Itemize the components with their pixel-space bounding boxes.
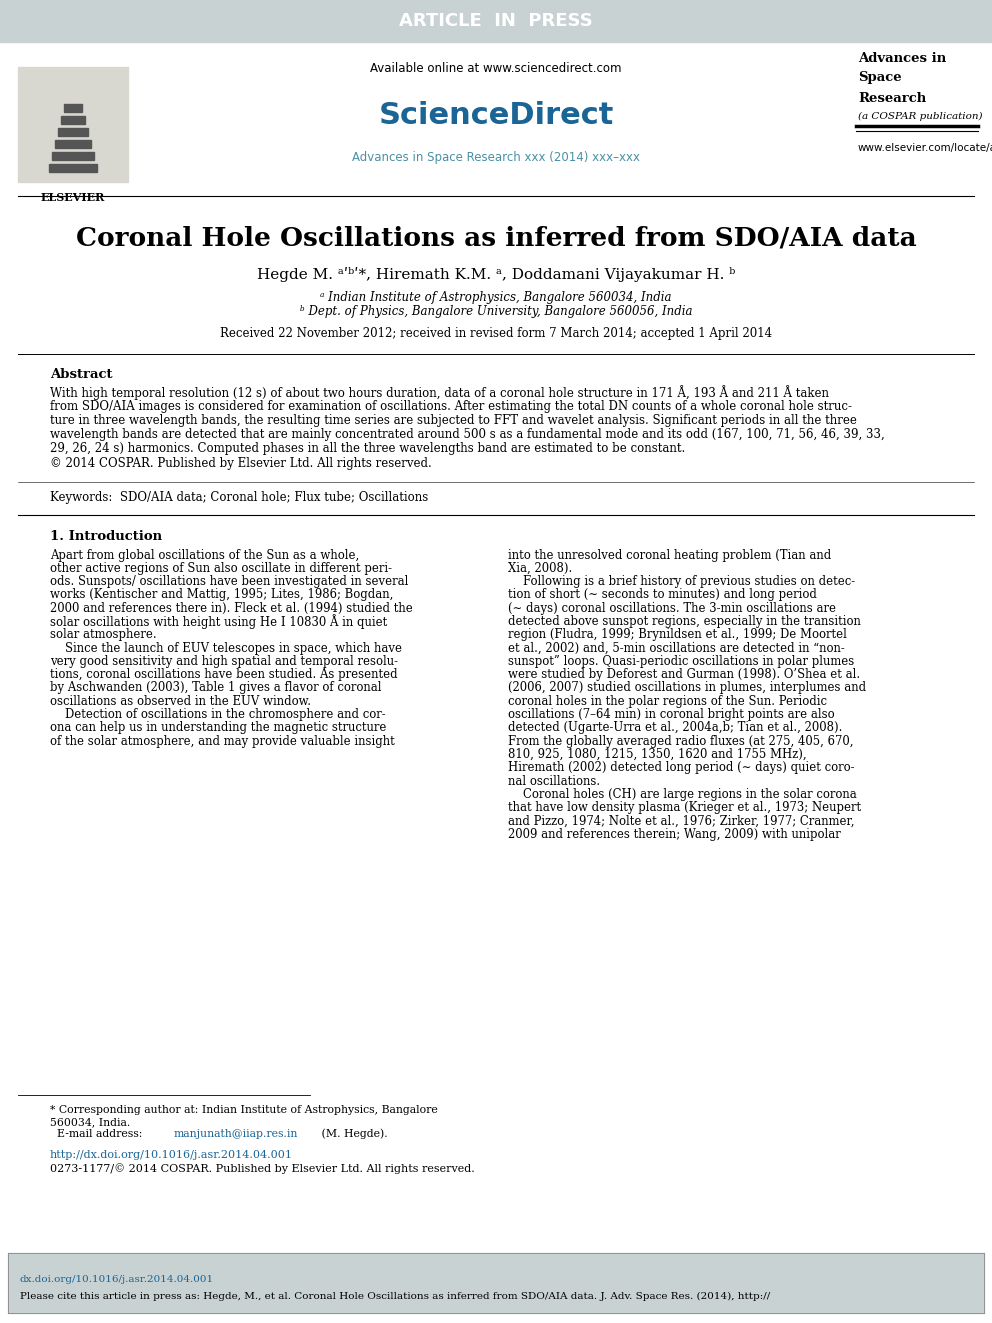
Text: works (Kentischer and Mattig, 1995; Lites, 1986; Bogdan,: works (Kentischer and Mattig, 1995; Lite…: [50, 589, 394, 602]
Text: Xia, 2008).: Xia, 2008).: [508, 562, 572, 574]
Text: Hiremath (2002) detected long period (∼ days) quiet coro-: Hiremath (2002) detected long period (∼ …: [508, 761, 854, 774]
Text: were studied by Deforest and Gurman (1998). O’Shea et al.: were studied by Deforest and Gurman (199…: [508, 668, 860, 681]
Text: Detection of oscillations in the chromosphere and cor-: Detection of oscillations in the chromos…: [50, 708, 386, 721]
Text: sunspot” loops. Quasi-periodic oscillations in polar plumes: sunspot” loops. Quasi-periodic oscillati…: [508, 655, 854, 668]
Text: ScienceDirect: ScienceDirect: [378, 101, 614, 130]
Text: et al., 2002) and, 5-min oscillations are detected in “non-: et al., 2002) and, 5-min oscillations ar…: [508, 642, 845, 655]
Text: From the globally averaged radio fluxes (at 275, 405, 670,: From the globally averaged radio fluxes …: [508, 734, 853, 747]
Text: tions, coronal oscillations have been studied. As presented: tions, coronal oscillations have been st…: [50, 668, 398, 681]
Text: of the solar atmosphere, and may provide valuable insight: of the solar atmosphere, and may provide…: [50, 734, 395, 747]
Text: Advances in: Advances in: [858, 52, 946, 65]
Text: Space: Space: [858, 71, 902, 85]
Text: Abstract: Abstract: [50, 368, 112, 381]
Text: ods. Sunspots/ oscillations have been investigated in several: ods. Sunspots/ oscillations have been in…: [50, 576, 409, 589]
Text: 810, 925, 1080, 1215, 1350, 1620 and 1755 MHz),: 810, 925, 1080, 1215, 1350, 1620 and 175…: [508, 747, 806, 761]
Text: 560034, India.: 560034, India.: [50, 1117, 130, 1127]
Text: http://dx.doi.org/10.1016/j.asr.2014.04.001: http://dx.doi.org/10.1016/j.asr.2014.04.…: [50, 1150, 293, 1160]
Bar: [58, 128, 88, 136]
Text: Coronal holes (CH) are large regions in the solar corona: Coronal holes (CH) are large regions in …: [508, 789, 857, 800]
Text: Hegde M. ᵃʹᵇʹ*, Hiremath K.M. ᵃ, Doddamani Vijayakumar H. ᵇ: Hegde M. ᵃʹᵇʹ*, Hiremath K.M. ᵃ, Doddama…: [257, 266, 735, 282]
Text: Apart from global oscillations of the Sun as a whole,: Apart from global oscillations of the Su…: [50, 549, 359, 561]
Text: tion of short (∼ seconds to minutes) and long period: tion of short (∼ seconds to minutes) and…: [508, 589, 816, 602]
Bar: [52, 152, 94, 160]
Text: by Aschwanden (2003), Table 1 gives a flavor of coronal: by Aschwanden (2003), Table 1 gives a fl…: [50, 681, 382, 695]
Text: region (Fludra, 1999; Brynildsen et al., 1999; De Moortel: region (Fludra, 1999; Brynildsen et al.,…: [508, 628, 847, 642]
Text: 1. Introduction: 1. Introduction: [50, 531, 162, 544]
Text: ᵇ Dept. of Physics, Bangalore University, Bangalore 560056, India: ᵇ Dept. of Physics, Bangalore University…: [300, 306, 692, 319]
Text: E-mail address:: E-mail address:: [50, 1129, 146, 1139]
Text: oscillations as observed in the EUV window.: oscillations as observed in the EUV wind…: [50, 695, 311, 708]
Text: solar atmosphere.: solar atmosphere.: [50, 628, 157, 642]
Text: ARTICLE  IN  PRESS: ARTICLE IN PRESS: [399, 12, 593, 30]
Text: oscillations (7–64 min) in coronal bright points are also: oscillations (7–64 min) in coronal brigh…: [508, 708, 834, 721]
Text: www.elsevier.com/locate/asr: www.elsevier.com/locate/asr: [858, 143, 992, 153]
Text: wavelength bands are detected that are mainly concentrated around 500 s as a fun: wavelength bands are detected that are m…: [50, 427, 885, 441]
Bar: [0, 0, 992, 42]
Text: Coronal Hole Oscillations as inferred from SDO/AIA data: Coronal Hole Oscillations as inferred fr…: [75, 225, 917, 250]
Text: that have low density plasma (Krieger et al., 1973; Neupert: that have low density plasma (Krieger et…: [508, 802, 861, 814]
Text: coronal holes in the polar regions of the Sun. Periodic: coronal holes in the polar regions of th…: [508, 695, 827, 708]
Text: Since the launch of EUV telescopes in space, which have: Since the launch of EUV telescopes in sp…: [50, 642, 402, 655]
Text: Received 22 November 2012; received in revised form 7 March 2014; accepted 1 Apr: Received 22 November 2012; received in r…: [220, 328, 772, 340]
Text: manjunath@iiap.res.in: manjunath@iiap.res.in: [174, 1129, 299, 1139]
Text: detected above sunspot regions, especially in the transition: detected above sunspot regions, especial…: [508, 615, 861, 628]
Text: 0273-1177/© 2014 COSPAR. Published by Elsevier Ltd. All rights reserved.: 0273-1177/© 2014 COSPAR. Published by El…: [50, 1164, 475, 1175]
Text: ona can help us in understanding the magnetic structure: ona can help us in understanding the mag…: [50, 721, 386, 734]
Text: nal oscillations.: nal oscillations.: [508, 774, 600, 787]
Text: (M. Hegde).: (M. Hegde).: [318, 1129, 388, 1139]
Text: solar oscillations with height using He I 10830 Å in quiet: solar oscillations with height using He …: [50, 614, 387, 628]
Text: and Pizzo, 1974; Nolte et al., 1976; Zirker, 1977; Cranmer,: and Pizzo, 1974; Nolte et al., 1976; Zir…: [508, 815, 854, 827]
Text: very good sensitivity and high spatial and temporal resolu-: very good sensitivity and high spatial a…: [50, 655, 398, 668]
Bar: [49, 164, 97, 172]
Text: 2009 and references therein; Wang, 2009) with unipolar: 2009 and references therein; Wang, 2009)…: [508, 828, 841, 841]
Bar: [18, 67, 128, 183]
Text: detected (Ugarte-Urra et al., 2004a,b; Tian et al., 2008).: detected (Ugarte-Urra et al., 2004a,b; T…: [508, 721, 842, 734]
Text: With high temporal resolution (12 s) of about two hours duration, data of a coro: With high temporal resolution (12 s) of …: [50, 385, 829, 401]
Text: 2000 and references there in). Fleck et al. (1994) studied the: 2000 and references there in). Fleck et …: [50, 602, 413, 615]
Text: © 2014 COSPAR. Published by Elsevier Ltd. All rights reserved.: © 2014 COSPAR. Published by Elsevier Ltd…: [50, 456, 432, 470]
Text: Following is a brief history of previous studies on detec-: Following is a brief history of previous…: [508, 576, 855, 589]
Text: ᵃ Indian Institute of Astrophysics, Bangalore 560034, India: ᵃ Indian Institute of Astrophysics, Bang…: [320, 291, 672, 303]
Text: ELSEVIER: ELSEVIER: [41, 192, 105, 202]
Text: (2006, 2007) studied oscillations in plumes, interplumes and: (2006, 2007) studied oscillations in plu…: [508, 681, 866, 695]
Text: (a COSPAR publication): (a COSPAR publication): [858, 111, 982, 120]
Bar: [8, 1253, 984, 1312]
Text: 29, 26, 24 s) harmonics. Computed phases in all the three wavelengths band are e: 29, 26, 24 s) harmonics. Computed phases…: [50, 442, 685, 455]
Text: ture in three wavelength bands, the resulting time series are subjected to FFT a: ture in three wavelength bands, the resu…: [50, 414, 857, 427]
Bar: [61, 116, 85, 124]
Text: * Corresponding author at: Indian Institute of Astrophysics, Bangalore: * Corresponding author at: Indian Instit…: [50, 1105, 437, 1115]
Text: Advances in Space Research xxx (2014) xxx–xxx: Advances in Space Research xxx (2014) xx…: [352, 152, 640, 164]
Text: other active regions of Sun also oscillate in different peri-: other active regions of Sun also oscilla…: [50, 562, 392, 574]
Text: into the unresolved coronal heating problem (Tian and: into the unresolved coronal heating prob…: [508, 549, 831, 561]
Text: Please cite this article in press as: Hegde, M., et al. Coronal Hole Oscillation: Please cite this article in press as: He…: [20, 1291, 770, 1301]
Text: (∼ days) coronal oscillations. The 3-min oscillations are: (∼ days) coronal oscillations. The 3-min…: [508, 602, 836, 615]
Text: Keywords:  SDO/AIA data; Coronal hole; Flux tube; Oscillations: Keywords: SDO/AIA data; Coronal hole; Fl…: [50, 492, 429, 504]
Text: dx.doi.org/10.1016/j.asr.2014.04.001: dx.doi.org/10.1016/j.asr.2014.04.001: [20, 1275, 214, 1285]
Text: Research: Research: [858, 91, 927, 105]
Text: from SDO/AIA images is considered for examination of oscillations. After estimat: from SDO/AIA images is considered for ex…: [50, 401, 852, 413]
Text: Available online at www.sciencedirect.com: Available online at www.sciencedirect.co…: [370, 61, 622, 74]
Bar: [55, 140, 91, 148]
Bar: [64, 105, 82, 112]
